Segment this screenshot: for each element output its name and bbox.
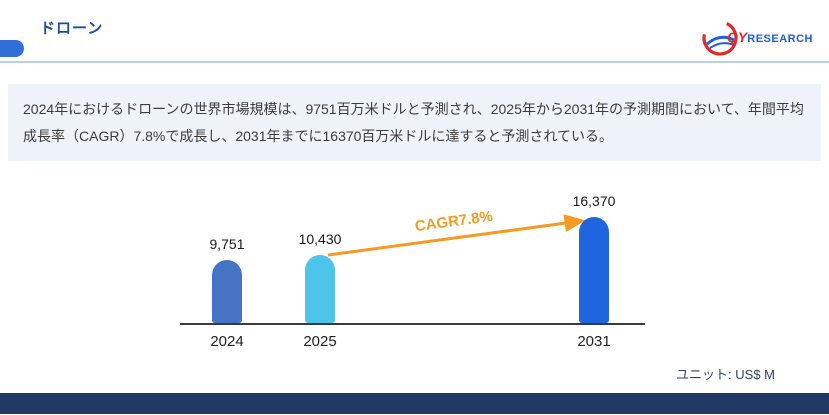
bar-value-label: 10,430 xyxy=(298,231,342,247)
summary-box: 2024年におけるドローンの世界市場規模は、9751百万米ドルと予測され、202… xyxy=(8,84,821,162)
bar-value-label: 16,370 xyxy=(572,193,616,209)
page-title: ドローン xyxy=(40,20,104,37)
bar-2025 xyxy=(305,255,335,323)
header-divider xyxy=(0,61,829,63)
bar-value-label: 9,751 xyxy=(209,236,245,252)
logo-research-text: RESEARCH xyxy=(747,33,813,45)
qyresearch-logo-text: QYRESEARCH xyxy=(727,29,813,47)
x-axis-tick-label: 2024 xyxy=(210,333,244,350)
summary-text: 2024年におけるドローンの世界市場規模は、9751百万米ドルと予測され、202… xyxy=(23,101,804,144)
bar-2024 xyxy=(212,260,242,323)
footer-bar xyxy=(0,393,829,414)
unit-label: ユニット: US$ M xyxy=(676,367,775,382)
x-axis-tick-label: 2025 xyxy=(303,333,337,350)
left-accent-bar xyxy=(0,40,24,57)
qyresearch-globe-icon xyxy=(702,20,738,56)
x-axis-tick-label: 2031 xyxy=(577,333,611,350)
cagr-arrow-annotation: CAGR7.8% xyxy=(327,208,586,257)
bar-2031 xyxy=(579,217,609,323)
logo-qy-text: QY xyxy=(727,29,748,45)
bar-chart-plot-area: CAGR7.8% 9,751 2024 10,430 2025 16,370 2031 xyxy=(180,190,645,350)
cagr-label: CAGR7.8% xyxy=(414,208,494,235)
qyresearch-logo: QYRESEARCH xyxy=(701,19,813,57)
